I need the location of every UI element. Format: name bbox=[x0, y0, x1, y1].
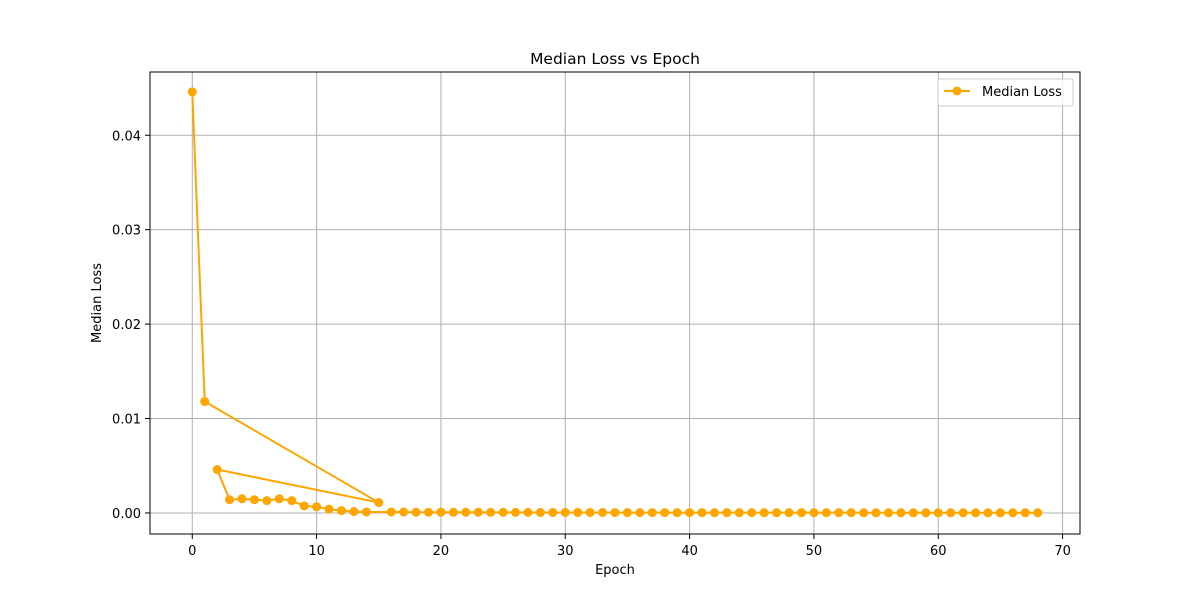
data-point bbox=[498, 507, 508, 517]
data-point bbox=[461, 507, 471, 517]
data-point bbox=[386, 507, 396, 517]
data-point bbox=[896, 508, 906, 518]
data-point bbox=[200, 397, 210, 407]
data-point bbox=[784, 508, 794, 518]
data-point bbox=[797, 508, 806, 518]
data-point bbox=[187, 87, 197, 97]
data-point bbox=[1008, 508, 1018, 518]
data-point bbox=[262, 496, 272, 506]
data-point bbox=[995, 508, 1005, 518]
chart-title: Median Loss vs Epoch bbox=[530, 50, 700, 68]
data-point bbox=[274, 494, 284, 504]
data-point bbox=[1020, 508, 1030, 518]
data-point bbox=[411, 507, 421, 517]
data-point bbox=[361, 507, 371, 517]
data-point bbox=[511, 507, 521, 517]
x-axis-title: Epoch bbox=[595, 563, 635, 578]
data-point bbox=[560, 507, 570, 517]
data-point bbox=[374, 498, 384, 508]
y-tick-label: 0.01 bbox=[112, 413, 141, 428]
x-tick-label: 20 bbox=[433, 544, 450, 559]
y-tick-label: 0.04 bbox=[112, 129, 141, 144]
plot-frame bbox=[149, 71, 1081, 535]
data-point bbox=[946, 508, 956, 518]
y-axis-title: Median Loss bbox=[90, 263, 105, 343]
data-point bbox=[336, 506, 346, 516]
data-point bbox=[971, 508, 981, 518]
data-point bbox=[212, 465, 222, 475]
data-point bbox=[585, 507, 595, 517]
data-point bbox=[834, 508, 844, 518]
data-point bbox=[548, 507, 558, 517]
data-point bbox=[672, 508, 682, 518]
data-point bbox=[312, 502, 322, 512]
data-point bbox=[859, 508, 869, 518]
x-tick-label: 60 bbox=[930, 544, 947, 559]
data-point bbox=[598, 507, 608, 517]
data-point bbox=[473, 507, 483, 517]
data-point bbox=[660, 508, 670, 518]
x-tick-label: 10 bbox=[308, 544, 325, 559]
data-point bbox=[722, 508, 732, 518]
data-point bbox=[287, 496, 297, 506]
y-tick-label: 0.02 bbox=[112, 318, 141, 333]
series-layer bbox=[187, 87, 1043, 518]
legend-marker bbox=[952, 86, 962, 96]
data-point bbox=[523, 507, 533, 517]
data-point bbox=[448, 507, 458, 517]
data-point bbox=[734, 508, 744, 518]
x-tick-label: 40 bbox=[681, 544, 698, 559]
x-tick-label: 30 bbox=[557, 544, 574, 559]
data-point bbox=[871, 508, 881, 518]
data-point bbox=[821, 508, 831, 518]
data-point bbox=[697, 508, 707, 518]
data-point bbox=[647, 508, 657, 518]
data-point bbox=[958, 508, 968, 518]
legend-label: Median Loss bbox=[982, 85, 1062, 100]
data-point bbox=[610, 508, 620, 518]
data-point bbox=[1033, 508, 1043, 518]
data-point bbox=[535, 507, 545, 517]
y-tick-label: 0.03 bbox=[112, 224, 141, 239]
x-tick-label: 0 bbox=[188, 544, 196, 559]
data-point bbox=[486, 507, 496, 517]
data-point bbox=[622, 508, 632, 518]
data-point bbox=[399, 507, 409, 517]
legend: Median Loss bbox=[937, 78, 1074, 107]
y-tick-label: 0.00 bbox=[112, 507, 141, 522]
x-tick-label: 50 bbox=[806, 544, 823, 559]
data-point bbox=[237, 494, 247, 504]
data-point bbox=[573, 507, 583, 517]
data-point bbox=[983, 508, 993, 518]
data-point bbox=[324, 504, 334, 514]
data-point bbox=[299, 501, 309, 511]
legend-frame bbox=[937, 78, 1074, 107]
data-point bbox=[709, 508, 719, 518]
data-point bbox=[884, 508, 894, 518]
data-point bbox=[809, 508, 819, 518]
x-tick-label: 70 bbox=[1054, 544, 1071, 559]
data-point bbox=[933, 508, 943, 518]
data-point bbox=[424, 507, 433, 517]
grid-lines bbox=[150, 72, 1080, 534]
data-point bbox=[921, 508, 931, 518]
data-point bbox=[759, 508, 769, 518]
data-point bbox=[908, 508, 918, 518]
data-point bbox=[685, 508, 695, 518]
data-point bbox=[249, 495, 259, 505]
data-point bbox=[436, 507, 446, 517]
data-point bbox=[349, 507, 359, 517]
data-point bbox=[772, 508, 782, 518]
data-point bbox=[635, 508, 645, 518]
data-point bbox=[225, 495, 235, 505]
data-point bbox=[747, 508, 757, 518]
data-point bbox=[846, 508, 856, 518]
axis-ticks: 0 10 20 30 40 50 60 70 0.00 0.01 0.02 0.03 0.04 bbox=[112, 129, 1071, 559]
